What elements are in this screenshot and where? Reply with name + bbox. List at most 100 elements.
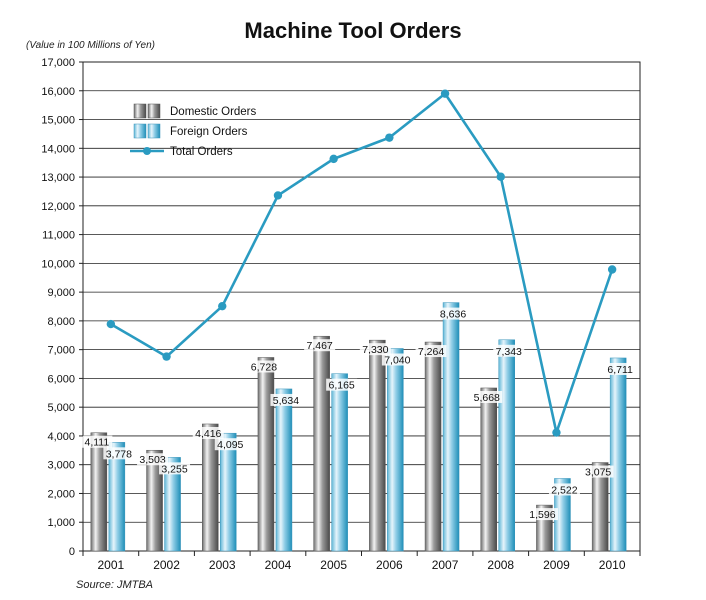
y-tick-label: 0	[69, 546, 75, 558]
data-label-foreign-2008-bg	[493, 344, 525, 357]
total-orders-point-2009	[552, 428, 561, 437]
data-label-domestic-2004-bg	[248, 360, 280, 373]
data-label-domestic-2009: 1,596	[529, 509, 555, 521]
legend-swatch-foreign	[133, 123, 147, 139]
data-label-foreign-2006: 7,040	[384, 354, 410, 366]
bar-domestic-2008	[480, 387, 497, 552]
total-orders-point-2005	[329, 154, 338, 164]
data-label-foreign-2005-bg	[326, 378, 358, 391]
data-label-foreign-2003-bg	[214, 438, 246, 451]
bar-foreign-2003	[220, 432, 237, 552]
data-label-domestic-2003: 4,416	[195, 428, 221, 440]
data-label-foreign-2001-bg	[103, 447, 135, 460]
data-label-domestic-2008: 5,668	[474, 392, 500, 404]
data-label-foreign-2008: 7,343	[496, 346, 522, 358]
total-orders-point-2001	[106, 319, 116, 329]
data-label-domestic-2003-bg	[192, 426, 224, 439]
bar-foreign-2007	[442, 302, 460, 552]
y-tick-label: 17,000	[41, 57, 75, 69]
bar-domestic-2005	[313, 335, 330, 552]
x-tick-label: 2004	[265, 558, 292, 572]
total-orders-point-2008	[496, 172, 505, 181]
y-tick-label: 11,000	[42, 230, 75, 242]
total-orders-point-2010	[607, 265, 617, 274]
source-note: Source: JMTBA	[76, 579, 154, 591]
data-label-foreign-2002: 3,255	[161, 463, 187, 475]
total-orders-point-2003	[218, 301, 227, 311]
legend-label-total: Total Orders	[170, 146, 233, 158]
x-tick-label: 2008	[487, 558, 514, 572]
bar-foreign-2002	[164, 457, 181, 552]
legend-swatch-total-marker	[143, 147, 151, 155]
bar-foreign-2008	[498, 339, 515, 552]
data-label-foreign-2010: 6,711	[607, 364, 633, 376]
y-tick-label: 12,000	[41, 201, 75, 213]
data-label-foreign-2002-bg	[159, 462, 191, 475]
bar-domestic-2006	[369, 339, 386, 552]
y-tick-label: 10,000	[41, 258, 75, 270]
data-label-domestic-2001-bg	[81, 435, 113, 448]
data-label-domestic-2009-bg	[526, 508, 558, 521]
data-label-foreign-2007: 8,636	[440, 309, 466, 321]
total-orders-point-2002	[162, 352, 171, 361]
total-orders-point-2007	[440, 89, 450, 98]
bar-domestic-2004	[257, 357, 275, 552]
y-tick-label: 13,000	[41, 172, 75, 184]
x-tick-label: 2005	[320, 558, 347, 572]
data-label-domestic-2004: 6,728	[251, 361, 277, 373]
data-label-foreign-2001: 3,778	[106, 448, 132, 460]
data-label-foreign-2010-bg	[604, 362, 636, 375]
y-tick-label: 6,000	[47, 373, 75, 385]
data-label-domestic-2005-bg	[304, 339, 336, 352]
bar-foreign-2001	[108, 442, 126, 552]
bar-domestic-2007	[424, 341, 442, 552]
data-label-foreign-2009-bg	[548, 483, 580, 496]
bar-foreign-2006	[387, 348, 404, 552]
legend-swatch-domestic-2	[147, 103, 161, 119]
bar-foreign-2010	[609, 357, 627, 552]
data-label-domestic-2006: 7,330	[362, 344, 388, 356]
data-label-foreign-2009: 2,522	[551, 484, 577, 496]
x-tick-label: 2006	[376, 558, 403, 572]
legend: Domestic Orders Foreign Orders Total Order…	[130, 103, 257, 158]
data-label-foreign-2004: 5,634	[273, 395, 299, 407]
x-tick-label: 2010	[599, 558, 626, 572]
data-label-foreign-2007-bg	[437, 307, 469, 320]
legend-label-domestic: Domestic Orders	[170, 106, 257, 118]
x-tick-label: 2007	[432, 558, 459, 572]
chart-title: Machine Tool Orders	[244, 18, 462, 43]
y-tick-label: 3,000	[47, 460, 75, 472]
data-label-foreign-2005: 6,165	[329, 380, 355, 392]
data-label-foreign-2004-bg	[270, 393, 302, 406]
bar-foreign-2005	[331, 373, 348, 552]
data-label-domestic-2007: 7,264	[418, 346, 444, 358]
y-tick-label: 2,000	[47, 488, 75, 500]
total-orders-line	[110, 92, 614, 434]
data-label-domestic-2010-bg	[582, 465, 614, 478]
legend-swatch-foreign-2	[147, 123, 161, 139]
data-label-domestic-2005: 7,467	[307, 340, 333, 352]
data-label-domestic-2006-bg	[359, 343, 391, 356]
total-orders-point-2006	[385, 133, 394, 142]
bar-domestic-2002	[146, 449, 163, 552]
y-tick-label: 4,000	[47, 431, 75, 443]
y-tick-label: 14,000	[41, 143, 75, 155]
x-tick-label: 2009	[543, 558, 570, 572]
bar-foreign-2004	[275, 388, 293, 552]
legend-label-foreign: Foreign Orders	[170, 126, 248, 138]
y-tick-label: 15,000	[41, 115, 75, 127]
x-tick-label: 2001	[97, 558, 124, 572]
y-tick-label: 5,000	[47, 402, 75, 414]
data-label-domestic-2001: 4,111	[84, 437, 109, 449]
data-label-domestic-2007-bg	[415, 345, 447, 358]
legend-swatch-domestic	[133, 103, 147, 119]
bar-domestic-2003	[202, 423, 219, 552]
data-label-foreign-2003: 4,095	[217, 439, 243, 451]
y-tick-label: 9,000	[47, 287, 75, 299]
y-tick-label: 8,000	[47, 316, 75, 328]
data-label-domestic-2002-bg	[137, 453, 169, 466]
total-orders-point-2004	[273, 191, 283, 200]
x-tick-label: 2003	[209, 558, 236, 572]
y-tick-label: 16,000	[41, 86, 75, 98]
